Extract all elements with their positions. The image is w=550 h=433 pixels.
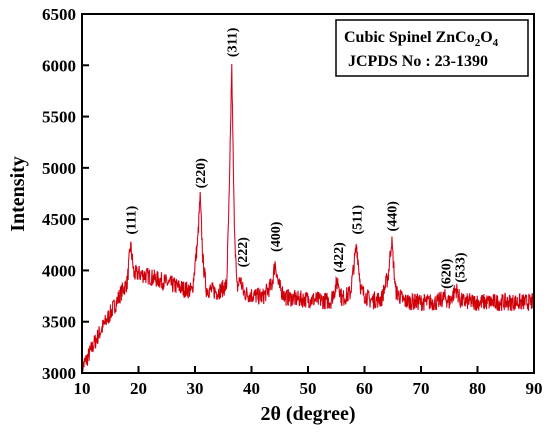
- y-tick-label-4000: 4000: [42, 261, 76, 280]
- peak-label-8: (620): [439, 258, 454, 289]
- x-tick-label-60: 60: [356, 379, 373, 398]
- y-tick-label-3500: 3500: [42, 313, 76, 332]
- x-tick-label-70: 70: [413, 379, 430, 398]
- peak-label-0: (111): [125, 205, 140, 234]
- y-tick-label-6000: 6000: [42, 56, 76, 75]
- annotation-layer: (111) (220) (311) (222) (400) (422) (511) (440)…: [125, 27, 469, 289]
- y-tick-label-4500: 4500: [42, 210, 76, 229]
- peak-label-3: (222): [236, 237, 251, 268]
- legend-line-2: JCPDS No : 23-1390: [348, 53, 488, 70]
- tick-layer: 10 20 30 40 50 60 70 80 90 3000 3500 4000 4500 5000 55…: [42, 5, 543, 398]
- series-line-0: [81, 64, 535, 374]
- y-tick-label-5000: 5000: [42, 159, 76, 178]
- peak-label-9: (533): [453, 252, 468, 283]
- peak-label-7: (440): [386, 201, 401, 232]
- x-tick-label-50: 50: [300, 379, 317, 398]
- peak-label-2: (311): [226, 27, 241, 57]
- peak-label-5: (422): [332, 242, 347, 273]
- x-tick-label-10: 10: [74, 379, 91, 398]
- legend-line-1: Cubic Spinel ZnCo2O4: [344, 29, 499, 49]
- y-axis-title: Intensity: [7, 156, 29, 232]
- peak-label-6: (511): [351, 205, 366, 235]
- x-tick-label-40: 40: [243, 379, 260, 398]
- y-tick-label-3000: 3000: [42, 364, 76, 383]
- x-tick-label-30: 30: [187, 379, 204, 398]
- x-axis-title: 2θ (degree): [260, 403, 355, 425]
- legend-box: Cubic Spinel ZnCo2O4 JCPDS No : 23-1390: [335, 19, 529, 77]
- x-tick-label-80: 80: [469, 379, 486, 398]
- y-tick-label-6500: 6500: [42, 5, 76, 24]
- x-tick-label-90: 90: [526, 379, 543, 398]
- y-tick-label-5500: 5500: [42, 108, 76, 127]
- peak-label-1: (220): [194, 158, 209, 189]
- peak-label-4: (400): [269, 221, 284, 252]
- series-layer: [81, 64, 535, 374]
- x-tick-label-20: 20: [130, 379, 147, 398]
